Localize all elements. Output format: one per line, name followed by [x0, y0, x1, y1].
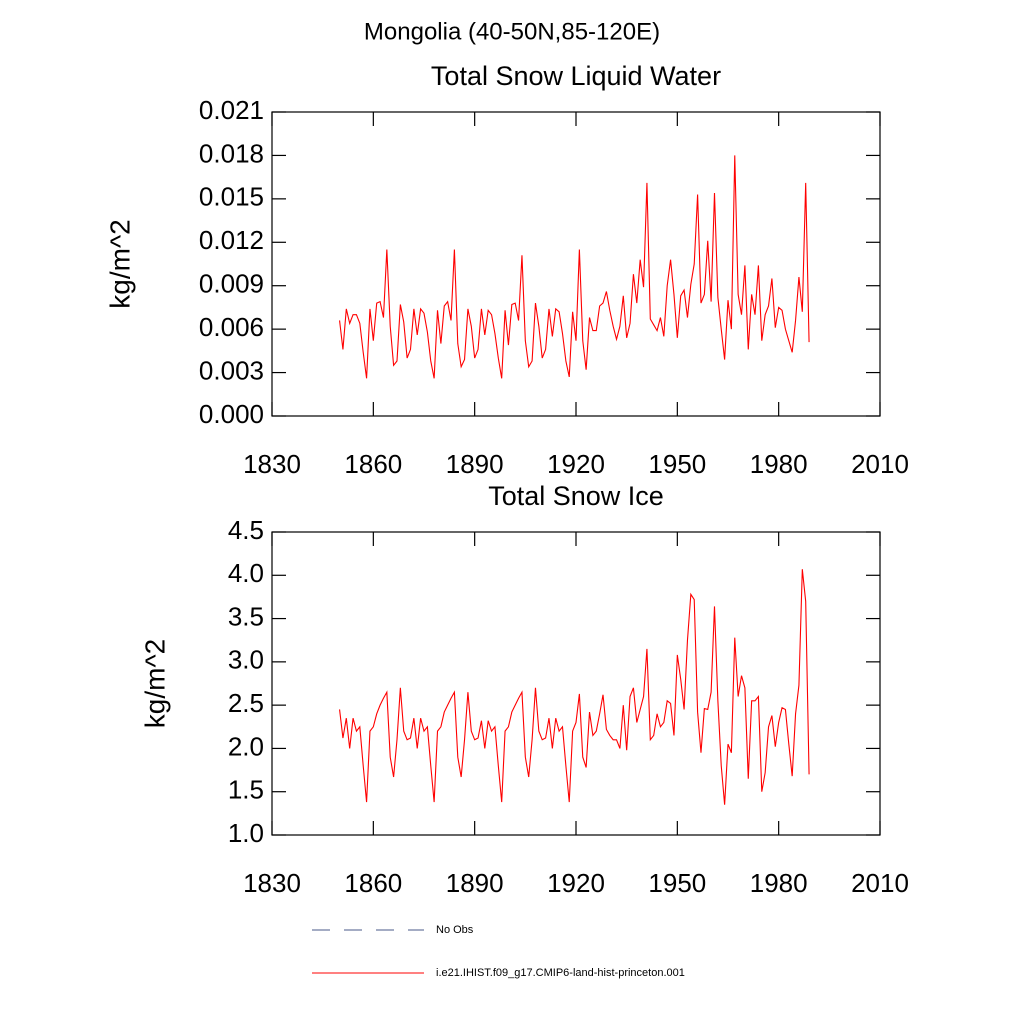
data-line — [339, 155, 810, 379]
y-axis-label: kg/m^2 — [104, 219, 135, 308]
x-tick-label: 1950 — [648, 868, 706, 898]
data-line — [339, 569, 810, 805]
panel-title: Total Snow Liquid Water — [431, 61, 721, 91]
x-tick-label: 2010 — [851, 868, 909, 898]
x-tick-label: 1980 — [750, 868, 808, 898]
y-tick-label: 0.018 — [199, 138, 264, 168]
y-tick-label: 3.0 — [228, 645, 264, 675]
plot-frame — [271, 111, 881, 417]
x-tick-label: 1890 — [446, 868, 504, 898]
x-tick-label: 1860 — [344, 449, 402, 479]
y-tick-label: 0.012 — [199, 225, 264, 255]
y-tick-label: 0.021 — [199, 95, 264, 125]
x-tick-label: 1860 — [344, 868, 402, 898]
y-tick-label: 4.0 — [228, 558, 264, 588]
y-tick-label: 0.009 — [199, 269, 264, 299]
y-tick-label: 3.5 — [228, 601, 264, 631]
x-tick-label: 1950 — [648, 449, 706, 479]
panel-title: Total Snow Ice — [488, 481, 664, 511]
y-tick-label: 0.000 — [199, 399, 264, 429]
y-tick-label: 2.5 — [228, 688, 264, 718]
x-tick-label: 1920 — [547, 868, 605, 898]
y-tick-label: 4.5 — [228, 515, 264, 545]
x-tick-label: 1830 — [243, 449, 301, 479]
x-tick-label: 1890 — [446, 449, 504, 479]
x-tick-label: 1920 — [547, 449, 605, 479]
x-tick-label: 1980 — [750, 449, 808, 479]
y-tick-label: 0.006 — [199, 312, 264, 342]
y-tick-label: 0.003 — [199, 355, 264, 385]
y-tick-label: 2.0 — [228, 731, 264, 761]
legend-label: i.e21.IHIST.f09_g17.CMIP6-land-hist-prin… — [436, 967, 685, 979]
figure-title: Mongolia (40-50N,85-120E) — [364, 18, 660, 45]
y-tick-label: 1.5 — [228, 775, 264, 805]
y-axis-label: kg/m^2 — [139, 639, 170, 728]
y-tick-label: 0.015 — [199, 182, 264, 212]
plot-frame — [271, 531, 881, 836]
x-tick-label: 2010 — [851, 449, 909, 479]
legend-label: No Obs — [436, 924, 474, 936]
x-tick-label: 1830 — [243, 868, 301, 898]
y-tick-label: 1.0 — [228, 818, 264, 848]
